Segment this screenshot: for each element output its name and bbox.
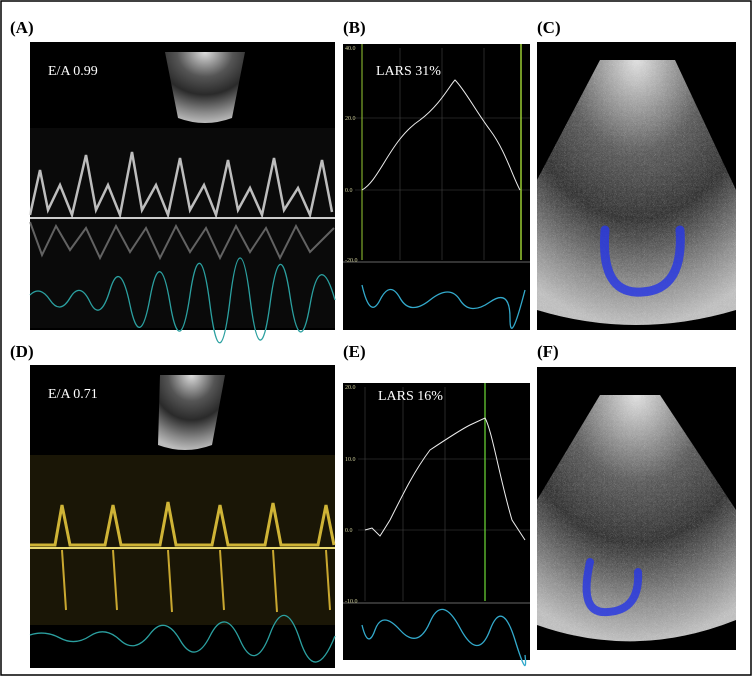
panel-label: (A) bbox=[10, 18, 34, 37]
echo-panel bbox=[537, 367, 736, 650]
panel-label: (D) bbox=[10, 342, 34, 361]
strain-panel: 40.0 20.0 0.0 -20.0 LARS 31% bbox=[343, 44, 530, 330]
tick-label: 20.0 bbox=[345, 116, 356, 122]
doppler-panel: E/A 0.99 bbox=[28, 42, 336, 344]
panel-label: (F) bbox=[537, 342, 559, 361]
lars-label: LARS 16% bbox=[378, 389, 443, 404]
doppler-panel: E/A 0.71 bbox=[29, 365, 336, 668]
strain-panel: 20.0 10.0 0.0 -10.0 LARS 16% bbox=[343, 383, 530, 667]
panel-label: (C) bbox=[537, 18, 561, 37]
tick-label: 0.0 bbox=[345, 188, 353, 194]
tick-label: 40.0 bbox=[345, 46, 356, 52]
tick-label: 0.0 bbox=[345, 528, 353, 534]
ratio-label: E/A 0.99 bbox=[48, 64, 98, 79]
lars-label: LARS 31% bbox=[376, 64, 441, 79]
echo-panel bbox=[537, 42, 736, 330]
panel-label: (B) bbox=[343, 18, 366, 37]
tick-label: -10.0 bbox=[345, 599, 358, 605]
panel-label: (E) bbox=[343, 342, 366, 361]
tick-label: -20.0 bbox=[345, 258, 358, 264]
tick-label: 20.0 bbox=[345, 385, 356, 391]
ratio-label: E/A 0.71 bbox=[48, 387, 98, 402]
tick-label: 10.0 bbox=[345, 457, 356, 463]
